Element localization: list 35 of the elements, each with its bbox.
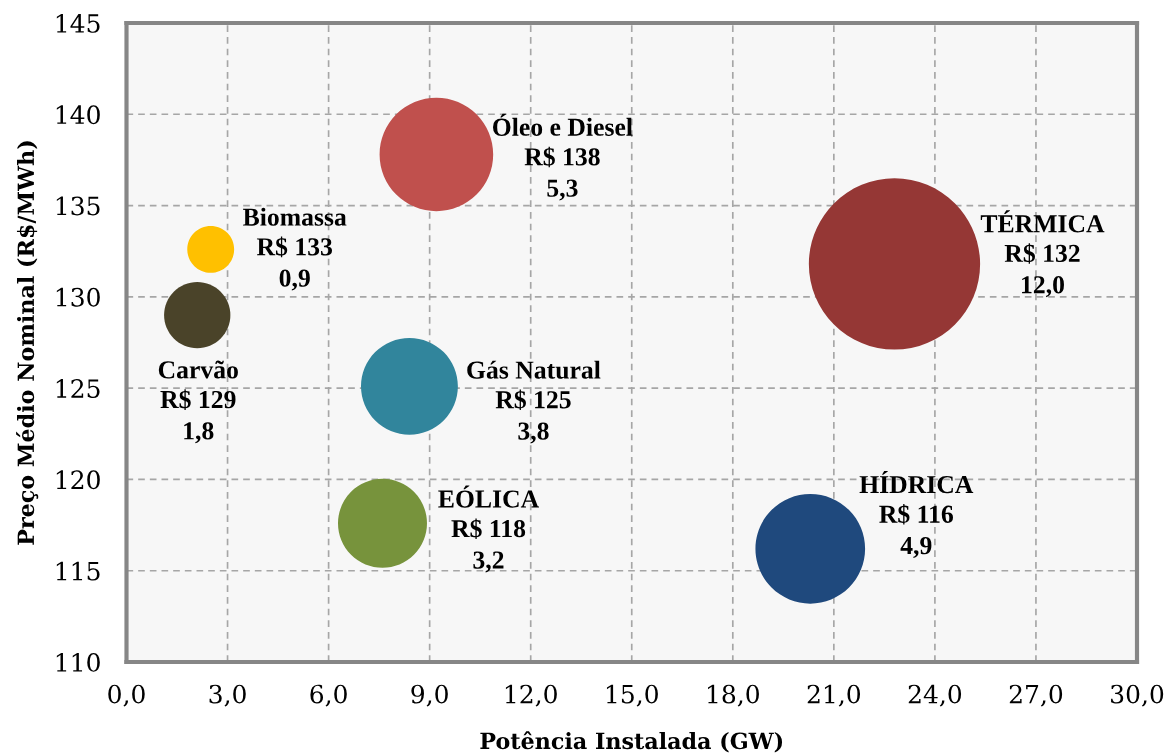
y-tick-label: 110 bbox=[56, 652, 100, 672]
data-label: R$ 133 0,9 bbox=[256, 236, 333, 291]
x-tick-label: 9,0 bbox=[411, 684, 448, 707]
x-tick-label: 15,0 bbox=[606, 684, 658, 707]
x-axis-title: Potência Instalada (GW) bbox=[480, 731, 783, 753]
y-tick-label: 140 bbox=[56, 105, 100, 125]
series-label: Carvão bbox=[158, 360, 238, 379]
x-tick-label: 18,0 bbox=[708, 684, 759, 707]
data-label: R$ 132 12,0 bbox=[1004, 243, 1080, 298]
y-tick-label: 120 bbox=[56, 470, 100, 490]
data-label: R$ 118 3,2 bbox=[451, 518, 526, 573]
y-tick-label: 130 bbox=[56, 287, 100, 307]
x-tick-label: 3,0 bbox=[209, 684, 246, 707]
y-tick-label: 125 bbox=[56, 379, 100, 398]
y-tick-label: 115 bbox=[56, 561, 100, 581]
series-label: Óleo e Diesel bbox=[493, 113, 633, 136]
x-tick-label: 12,0 bbox=[505, 684, 557, 707]
data-label: R$ 125 3,8 bbox=[495, 389, 571, 444]
x-tick-label: 24,0 bbox=[908, 684, 962, 707]
x-tick-label: 30,0 bbox=[1111, 684, 1164, 707]
series-label: TÉRMICA bbox=[980, 210, 1105, 233]
data-label: R$ 138 5,3 bbox=[524, 146, 600, 201]
series-label: EÓLICA bbox=[438, 485, 539, 508]
x-tick-label: 21,0 bbox=[807, 684, 861, 707]
y-tick-label: 145 bbox=[56, 13, 100, 33]
series-label: Biomassa bbox=[243, 207, 347, 226]
x-tick-label: 0,0 bbox=[108, 684, 145, 707]
y-axis-title: Preço Médio Nominal (R$/MWh) bbox=[16, 141, 39, 545]
series-label: HÍDRICA bbox=[859, 471, 974, 494]
y-tick-label: 135 bbox=[56, 196, 100, 216]
data-label: R$ 116 4,9 bbox=[879, 504, 953, 558]
data-label: R$ 129 1,8 bbox=[160, 389, 236, 444]
x-tick-label: 6,0 bbox=[310, 684, 347, 707]
series-label: Gás Natural bbox=[467, 360, 601, 379]
x-tick-label: 27,0 bbox=[1009, 684, 1063, 707]
